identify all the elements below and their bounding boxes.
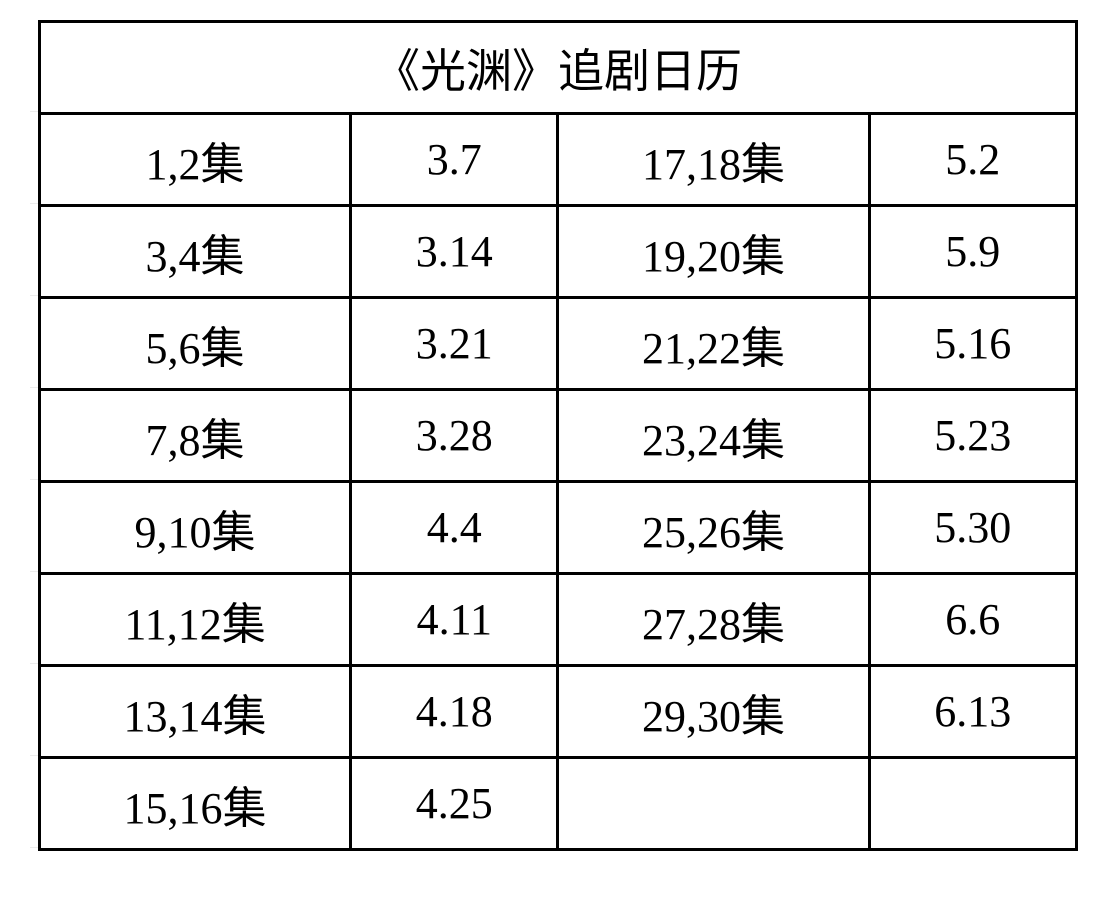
date-cell: 5.30	[869, 482, 1076, 574]
date-cell: 5.2	[869, 114, 1076, 206]
episode-cell: 1,2集	[40, 114, 351, 206]
episode-cell: 29,30集	[558, 666, 869, 758]
table-row: 1,2集 3.7 17,18集 5.2	[40, 114, 1077, 206]
episode-cell: 17,18集	[558, 114, 869, 206]
episode-cell: 21,22集	[558, 298, 869, 390]
episode-cell: 15,16集	[40, 758, 351, 850]
table-row: 7,8集 3.28 23,24集 5.23	[40, 390, 1077, 482]
date-cell: 4.11	[351, 574, 558, 666]
schedule-table: 《光渊》追剧日历 1,2集 3.7 17,18集 5.2 3,4集 3.14 1…	[38, 20, 1078, 851]
date-cell: 4.25	[351, 758, 558, 850]
date-cell	[869, 758, 1076, 850]
table-row: 15,16集 4.25	[40, 758, 1077, 850]
date-cell: 4.18	[351, 666, 558, 758]
episode-cell: 13,14集	[40, 666, 351, 758]
date-cell: 5.9	[869, 206, 1076, 298]
date-cell: 4.4	[351, 482, 558, 574]
date-cell: 5.16	[869, 298, 1076, 390]
table-wrapper: 《光渊》追剧日历 1,2集 3.7 17,18集 5.2 3,4集 3.14 1…	[30, 20, 1084, 851]
table-row: 13,14集 4.18 29,30集 6.13	[40, 666, 1077, 758]
sheet-gridlines	[30, 20, 38, 850]
episode-cell: 9,10集	[40, 482, 351, 574]
episode-cell: 3,4集	[40, 206, 351, 298]
date-cell: 3.28	[351, 390, 558, 482]
episode-cell: 23,24集	[558, 390, 869, 482]
table-header-row: 《光渊》追剧日历	[40, 22, 1077, 114]
date-cell: 3.21	[351, 298, 558, 390]
episode-cell: 19,20集	[558, 206, 869, 298]
episode-cell: 11,12集	[40, 574, 351, 666]
table-row: 3,4集 3.14 19,20集 5.9	[40, 206, 1077, 298]
date-cell: 3.14	[351, 206, 558, 298]
table-title: 《光渊》追剧日历	[40, 22, 1077, 114]
table-row: 5,6集 3.21 21,22集 5.16	[40, 298, 1077, 390]
date-cell: 6.6	[869, 574, 1076, 666]
episode-cell	[558, 758, 869, 850]
date-cell: 5.23	[869, 390, 1076, 482]
date-cell: 6.13	[869, 666, 1076, 758]
episode-cell: 25,26集	[558, 482, 869, 574]
date-cell: 3.7	[351, 114, 558, 206]
table-row: 9,10集 4.4 25,26集 5.30	[40, 482, 1077, 574]
episode-cell: 7,8集	[40, 390, 351, 482]
episode-cell: 27,28集	[558, 574, 869, 666]
episode-cell: 5,6集	[40, 298, 351, 390]
table-row: 11,12集 4.11 27,28集 6.6	[40, 574, 1077, 666]
